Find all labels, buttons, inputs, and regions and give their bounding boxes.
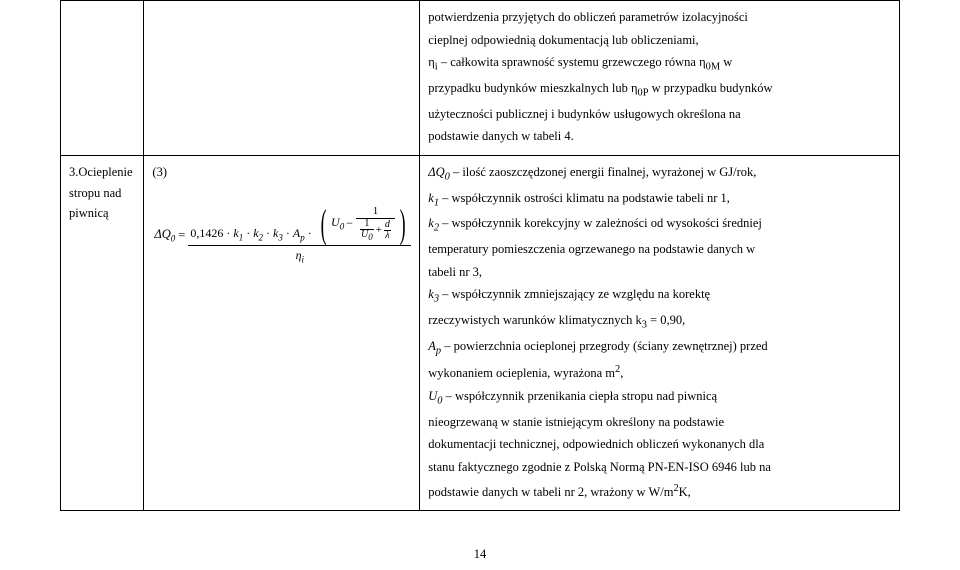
r2-line: tabeli nr 3, <box>428 262 891 283</box>
r1-line: potwierdzenia przyjętych do obliczeń par… <box>428 7 891 28</box>
r1-line: przypadku budynków mieszkalnych lub η0P … <box>428 78 891 102</box>
r1c3-text: potwierdzenia przyjętych do obliczeń par… <box>420 1 900 156</box>
numerator: 0,1426 · k1 · k2 · k3 · Ap · ( <box>188 204 411 245</box>
page-number: 14 <box>0 547 960 562</box>
r2c1-label: 3.Ocieplenie stropu nad piwnicą <box>61 155 144 511</box>
r1c1-empty <box>61 1 144 156</box>
table-row-2: 3.Ocieplenie stropu nad piwnicą (3) ΔQ0 … <box>61 155 900 511</box>
r1c2-empty <box>144 1 420 156</box>
formula: ΔQ0 = 0,1426 · k1 · k2 · k3 · <box>152 162 411 267</box>
equals: = <box>178 225 185 246</box>
table-row-1: potwierdzenia przyjętych do obliczeń par… <box>61 1 900 156</box>
r2-line: nieogrzewaną w stanie istniejącym określ… <box>428 412 891 433</box>
formula-index: (3) <box>152 162 167 183</box>
r2-line: dokumentacji technicznej, odpowiednich o… <box>428 434 891 455</box>
r2c3-text: ΔQ0 – ilość zaoszczędzonej energii final… <box>420 155 900 511</box>
r2-line: wykonaniem ocieplenia, wyrażona m2, <box>428 361 891 384</box>
r1-line: ηi – całkowita sprawność systemu grzewcz… <box>428 52 891 76</box>
r2c2-formula: (3) ΔQ0 = 0,1426 · k1 · k2 · <box>144 155 420 511</box>
r2-line: ΔQ0 – ilość zaoszczędzonej energii final… <box>428 162 891 186</box>
lhs: ΔQ0 <box>154 224 175 246</box>
r2-line: k2 – współczynnik korekcyjny w zależnośc… <box>428 213 891 237</box>
r2-line: Ap – powierzchnia ocieplonej przegrody (… <box>428 336 891 360</box>
r2-line: k1 – współczynnik ostrości klimatu na po… <box>428 188 891 212</box>
r2-line: stanu faktycznego zgodnie z Polską Normą… <box>428 457 891 478</box>
r1-line: użyteczności publicznej i budynków usług… <box>428 104 891 125</box>
r1-line: podstawie danych w tabeli 4. <box>428 126 891 147</box>
denominator: ηi <box>294 246 306 267</box>
r1-line: cieplnej odpowiednią dokumentacją lub ob… <box>428 30 891 51</box>
r2-line: U0 – współczynnik przenikania ciepła str… <box>428 386 891 410</box>
r2-line: temperatury pomieszczenia ogrzewanego na… <box>428 239 891 260</box>
r2-line: k3 – współczynnik zmniejszający ze wzglę… <box>428 284 891 308</box>
small-frac: 1 1 U0 + <box>356 205 395 243</box>
paren-group: ( U0 − 1 1 <box>317 204 410 244</box>
big-fraction: 0,1426 · k1 · k2 · k3 · Ap · ( <box>188 204 411 267</box>
r2-line: rzeczywistych warunków klimatycznych k3 … <box>428 310 891 334</box>
r2-line: podstawie danych w tabeli nr 2, wrażony … <box>428 480 891 503</box>
content-table: potwierdzenia przyjętych do obliczeń par… <box>60 0 900 511</box>
